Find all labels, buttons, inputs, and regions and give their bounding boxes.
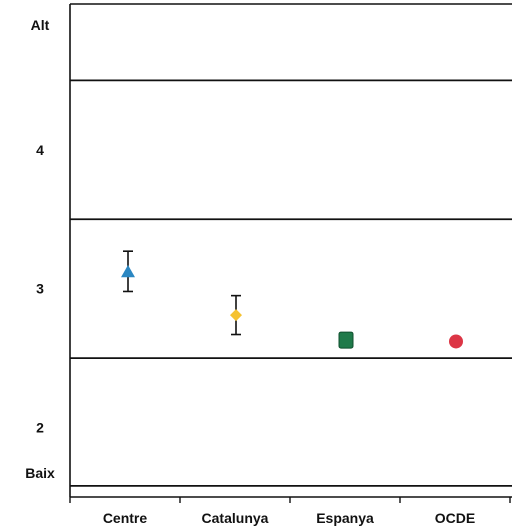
y-tick-label: 3 — [36, 281, 44, 297]
data-point-espanya — [338, 331, 354, 349]
y-axis-labels: Alt 4 3 2 Baix — [25, 17, 55, 481]
y-tick-label: Baix — [25, 465, 55, 481]
y-tick-label: 2 — [36, 420, 44, 436]
data-points — [121, 265, 463, 349]
data-point-ocde — [449, 334, 463, 349]
y-tick-label: 4 — [36, 142, 44, 158]
axes — [69, 3, 512, 503]
band-boundaries — [70, 79, 512, 487]
x-axis-labels: Centre Catalunya Espanya OCDE — [103, 510, 475, 526]
data-point-catalunya — [230, 309, 242, 322]
data-point-centre — [121, 265, 135, 278]
error-bars — [123, 250, 241, 336]
y-tick-label: Alt — [31, 17, 50, 33]
x-tick-label: Espanya — [316, 510, 374, 526]
x-tick-label: OCDE — [435, 510, 475, 526]
x-tick-label: Catalunya — [202, 510, 269, 526]
x-tick-label: Centre — [103, 510, 148, 526]
